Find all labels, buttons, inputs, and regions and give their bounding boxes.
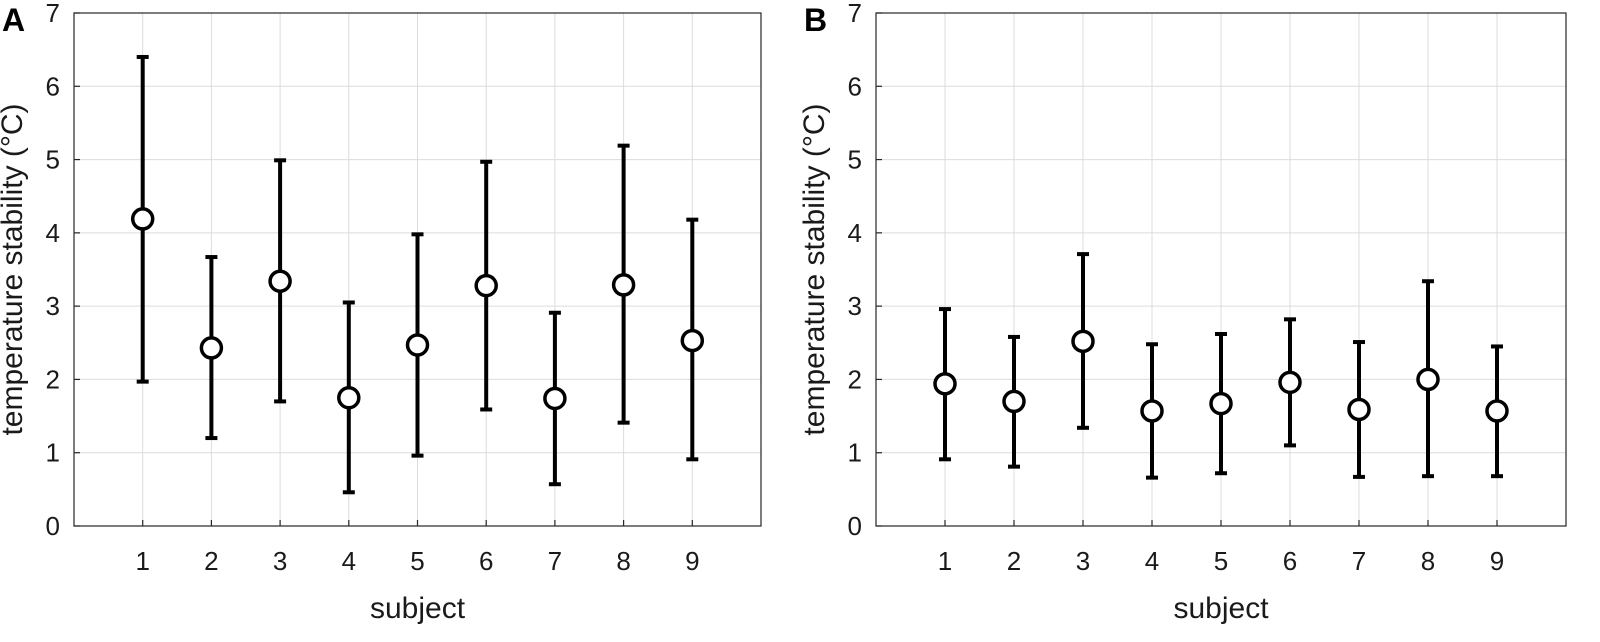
data-point xyxy=(543,386,567,411)
x-tick-label: 9 xyxy=(1490,546,1504,576)
data-point xyxy=(1416,367,1440,392)
x-tick-label: 4 xyxy=(1145,546,1159,576)
x-tick-label: 5 xyxy=(410,546,424,576)
y-tick-label: 3 xyxy=(46,291,60,321)
x-tick-label: 8 xyxy=(616,546,630,576)
x-tick-label: 2 xyxy=(1007,546,1021,576)
data-point xyxy=(1209,391,1233,416)
data-point xyxy=(405,333,430,357)
data-point xyxy=(268,269,292,293)
x-tick-label: 7 xyxy=(1352,546,1366,576)
panel-letter: A xyxy=(2,2,25,38)
data-point xyxy=(1071,329,1095,354)
x-tick-label: 6 xyxy=(479,546,493,576)
data-point xyxy=(474,273,498,298)
data-point xyxy=(1278,370,1302,395)
y-tick-label: 1 xyxy=(848,438,862,468)
y-tick-label: 0 xyxy=(46,511,60,541)
data-point xyxy=(1347,397,1371,422)
x-tick-label: 6 xyxy=(1283,546,1297,576)
x-tick-label: 5 xyxy=(1214,546,1228,576)
x-tick-label: 3 xyxy=(1076,546,1090,576)
y-axis-label: temperature stability (°C) xyxy=(0,103,29,435)
y-tick-label: 7 xyxy=(848,0,862,28)
data-point xyxy=(1140,399,1164,423)
y-axis-label: temperature stability (°C) xyxy=(798,103,831,435)
x-tick-label: 9 xyxy=(685,546,699,576)
y-tick-label: 7 xyxy=(46,0,60,28)
data-point xyxy=(1002,389,1026,414)
data-point xyxy=(933,372,957,396)
x-tick-label: 1 xyxy=(938,546,952,576)
y-tick-label: 6 xyxy=(848,71,862,101)
x-axis-label: subject xyxy=(370,592,466,625)
data-point xyxy=(130,207,155,231)
x-tick-label: 4 xyxy=(342,546,356,576)
y-tick-label: 1 xyxy=(46,438,60,468)
y-tick-label: 0 xyxy=(848,511,862,541)
data-point xyxy=(337,386,361,410)
data-point xyxy=(1485,399,1509,423)
y-tick-label: 6 xyxy=(46,71,60,101)
y-tick-label: 3 xyxy=(848,291,862,321)
y-tick-label: 5 xyxy=(848,145,862,175)
x-tick-label: 1 xyxy=(135,546,149,576)
y-tick-label: 4 xyxy=(848,218,862,248)
x-axis-label: subject xyxy=(1173,592,1269,625)
y-tick-label: 2 xyxy=(848,364,862,394)
x-tick-label: 7 xyxy=(548,546,562,576)
data-point xyxy=(611,273,636,297)
data-point xyxy=(680,328,705,353)
x-tick-label: 8 xyxy=(1421,546,1435,576)
x-tick-label: 3 xyxy=(273,546,287,576)
y-tick-label: 2 xyxy=(46,364,60,394)
y-tick-label: 4 xyxy=(46,218,60,248)
x-tick-label: 2 xyxy=(204,546,218,576)
data-point xyxy=(199,336,224,360)
panel-b: 1 2 3 4 5 6 7 8 9 0 1 2 3 4 5 6 7 subject temperature stab… xyxy=(798,0,1567,625)
panel-a: 1 2 3 4 5 6 7 8 9 0 1 2 3 4 5 6 7 subject temperature stab… xyxy=(0,0,762,625)
panel-letter: B xyxy=(804,2,827,38)
y-tick-label: 5 xyxy=(46,145,60,175)
